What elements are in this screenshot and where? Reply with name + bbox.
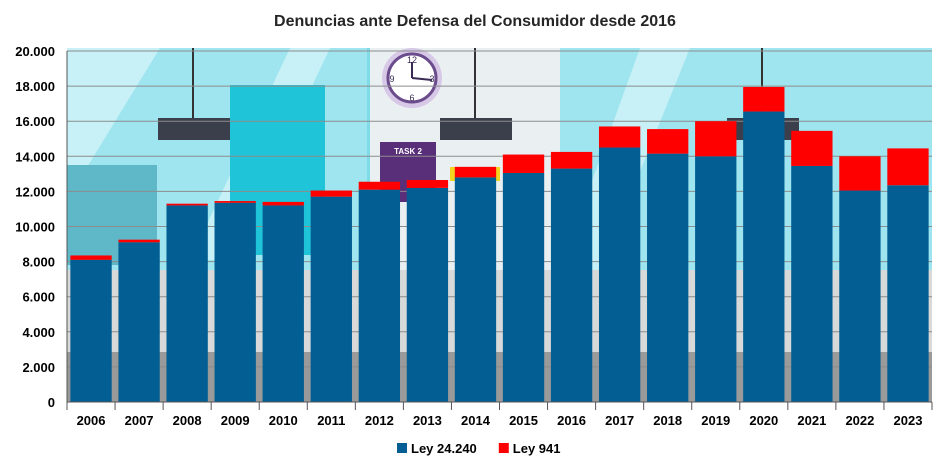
bar-segment <box>166 205 208 402</box>
bar-segment <box>310 196 352 402</box>
x-tick-label: 2020 <box>749 413 778 428</box>
bar-segment <box>887 185 929 402</box>
clock-numeral: 12 <box>407 55 417 65</box>
legend: Ley 24.240 Ley 941 <box>397 441 560 456</box>
x-tick-label: 2010 <box>269 413 298 428</box>
bar-segment <box>550 151 593 169</box>
bar-segment <box>454 166 497 178</box>
bar-segment <box>839 156 881 191</box>
y-axis: 0 2.000 4.000 6.000 8.000 10.000 12.000 14.000 1… <box>15 44 68 410</box>
bar-segment <box>118 242 160 402</box>
wall-clock-icon: 12 3 6 9 <box>382 48 442 108</box>
bar-segment <box>502 154 545 173</box>
clock-numeral: 3 <box>429 74 434 84</box>
legend-swatch <box>498 443 509 453</box>
y-tick-label: 10.000 <box>15 220 55 235</box>
bar-segment <box>406 179 449 188</box>
bar-segment <box>647 153 689 402</box>
x-tick-label: 2013 <box>413 413 442 428</box>
x-tick-label: 2011 <box>317 413 345 428</box>
x-axis: 2006 2007 2008 2009 2010 2011 2012 2013 2014 2015… <box>66 401 933 428</box>
bar-segment <box>358 181 401 190</box>
bar-segment <box>598 147 641 402</box>
x-tick-label: 2015 <box>509 413 538 428</box>
clock-numeral: 6 <box>409 93 414 103</box>
gridlines <box>67 50 932 403</box>
y-tick-label: 0 <box>48 395 55 410</box>
x-tick-label: 2009 <box>221 413 250 428</box>
bar-segment <box>358 189 401 402</box>
clock-numeral: 9 <box>389 74 394 84</box>
legend-swatch <box>397 443 407 453</box>
bar-segment <box>743 111 785 403</box>
bar-segment <box>598 126 641 148</box>
bar-segment <box>791 165 833 402</box>
bar-segment <box>166 203 208 206</box>
bar-segment <box>887 148 929 186</box>
y-tick-label: 2.000 <box>22 360 55 375</box>
x-tick-label: 2019 <box>701 413 730 428</box>
y-tick-label: 6.000 <box>22 290 55 305</box>
bar-segment <box>310 190 352 197</box>
bar-segment <box>743 86 785 112</box>
y-tick-label: 4.000 <box>22 325 55 340</box>
bar-segment <box>406 187 449 402</box>
bar-segment <box>70 259 112 402</box>
office-floor-shadow <box>67 352 932 402</box>
bar-segment <box>70 255 112 260</box>
y-tick-label: 20.000 <box>15 44 55 59</box>
chart-title: Denuncias ante Defensa del Consumidor de… <box>274 13 676 30</box>
ceiling-lamp <box>158 118 230 140</box>
x-tick-label: 2008 <box>173 413 202 428</box>
bars <box>70 86 929 403</box>
x-tick-label: 2012 <box>365 413 394 428</box>
bar-segment <box>214 202 256 402</box>
bar-segment <box>454 177 497 402</box>
x-tick-label: 2017 <box>605 413 634 428</box>
y-tick-label: 12.000 <box>15 184 55 199</box>
x-tick-label: 2014 <box>461 413 491 428</box>
bar-segment <box>839 190 881 402</box>
office-floor <box>67 270 932 352</box>
y-tick-label: 8.000 <box>22 255 55 270</box>
x-tick-label: 2006 <box>77 413 106 428</box>
bar-segment <box>647 129 689 154</box>
bar-segment <box>791 130 833 166</box>
y-tick-label: 16.000 <box>15 114 55 129</box>
bar-segment <box>262 201 304 206</box>
bar-segment <box>502 172 545 402</box>
x-tick-label: 2007 <box>125 413 154 428</box>
legend-label: Ley 24.240 <box>411 441 477 456</box>
bar-segment <box>118 239 160 243</box>
bar-segment <box>695 156 737 402</box>
legend-label: Ley 941 <box>513 441 561 456</box>
y-tick-label: 18.000 <box>15 79 55 94</box>
bar-segment <box>214 201 256 203</box>
x-tick-label: 2016 <box>557 413 586 428</box>
y-tick-label: 14.000 <box>15 149 55 164</box>
bar-segment <box>262 205 304 402</box>
bar-segment <box>695 121 737 157</box>
x-tick-label: 2021 <box>797 413 826 428</box>
x-tick-label: 2018 <box>653 413 682 428</box>
bar-segment <box>550 168 593 402</box>
ceiling-lamp <box>440 118 512 140</box>
x-tick-label: 2023 <box>894 413 923 428</box>
x-tick-label: 2022 <box>845 413 874 428</box>
task-board-label: TASK 2 <box>394 147 422 156</box>
